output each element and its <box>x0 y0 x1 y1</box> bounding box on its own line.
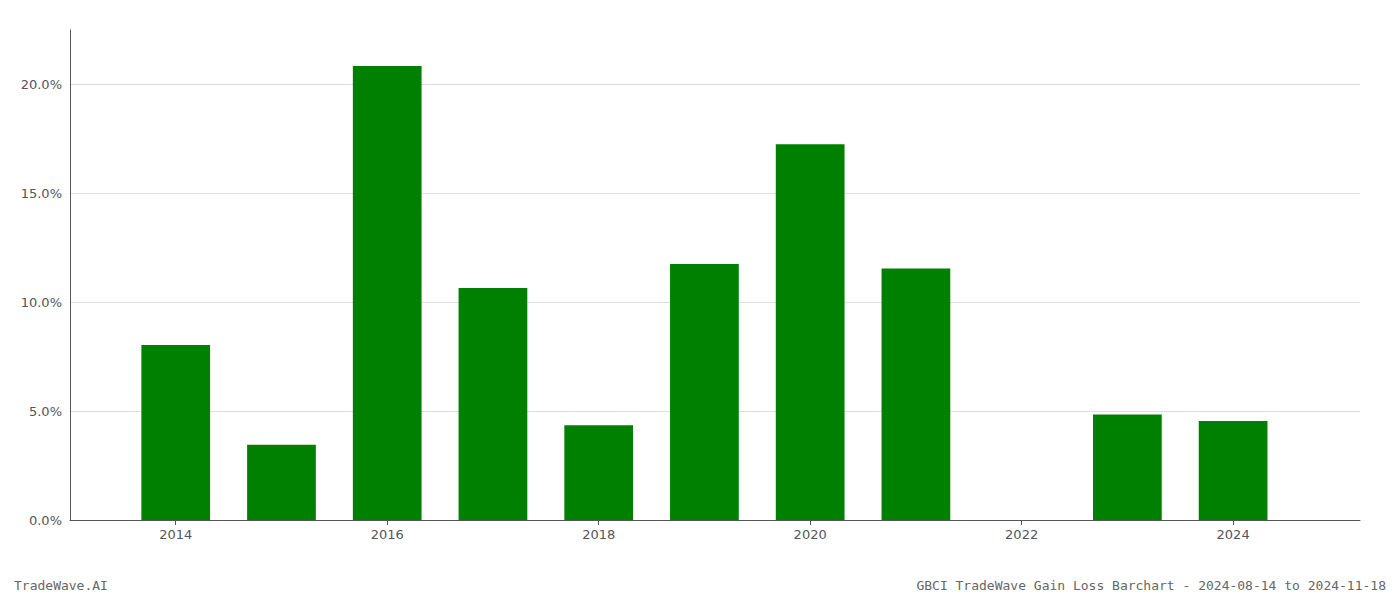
svg-text:15.0%: 15.0% <box>21 186 62 201</box>
svg-text:10.0%: 10.0% <box>21 295 62 310</box>
svg-text:TradeWave.AI: TradeWave.AI <box>14 578 108 593</box>
svg-text:2016: 2016 <box>371 527 404 542</box>
svg-text:2024: 2024 <box>1217 527 1250 542</box>
svg-text:2020: 2020 <box>794 527 827 542</box>
svg-text:GBCI TradeWave Gain Loss Barch: GBCI TradeWave Gain Loss Barchart - 2024… <box>916 578 1386 593</box>
svg-text:2018: 2018 <box>582 527 615 542</box>
svg-text:2022: 2022 <box>1005 527 1038 542</box>
svg-text:0.0%: 0.0% <box>29 513 62 528</box>
svg-text:5.0%: 5.0% <box>29 404 62 419</box>
svg-text:2014: 2014 <box>159 527 192 542</box>
svg-text:20.0%: 20.0% <box>21 77 62 92</box>
